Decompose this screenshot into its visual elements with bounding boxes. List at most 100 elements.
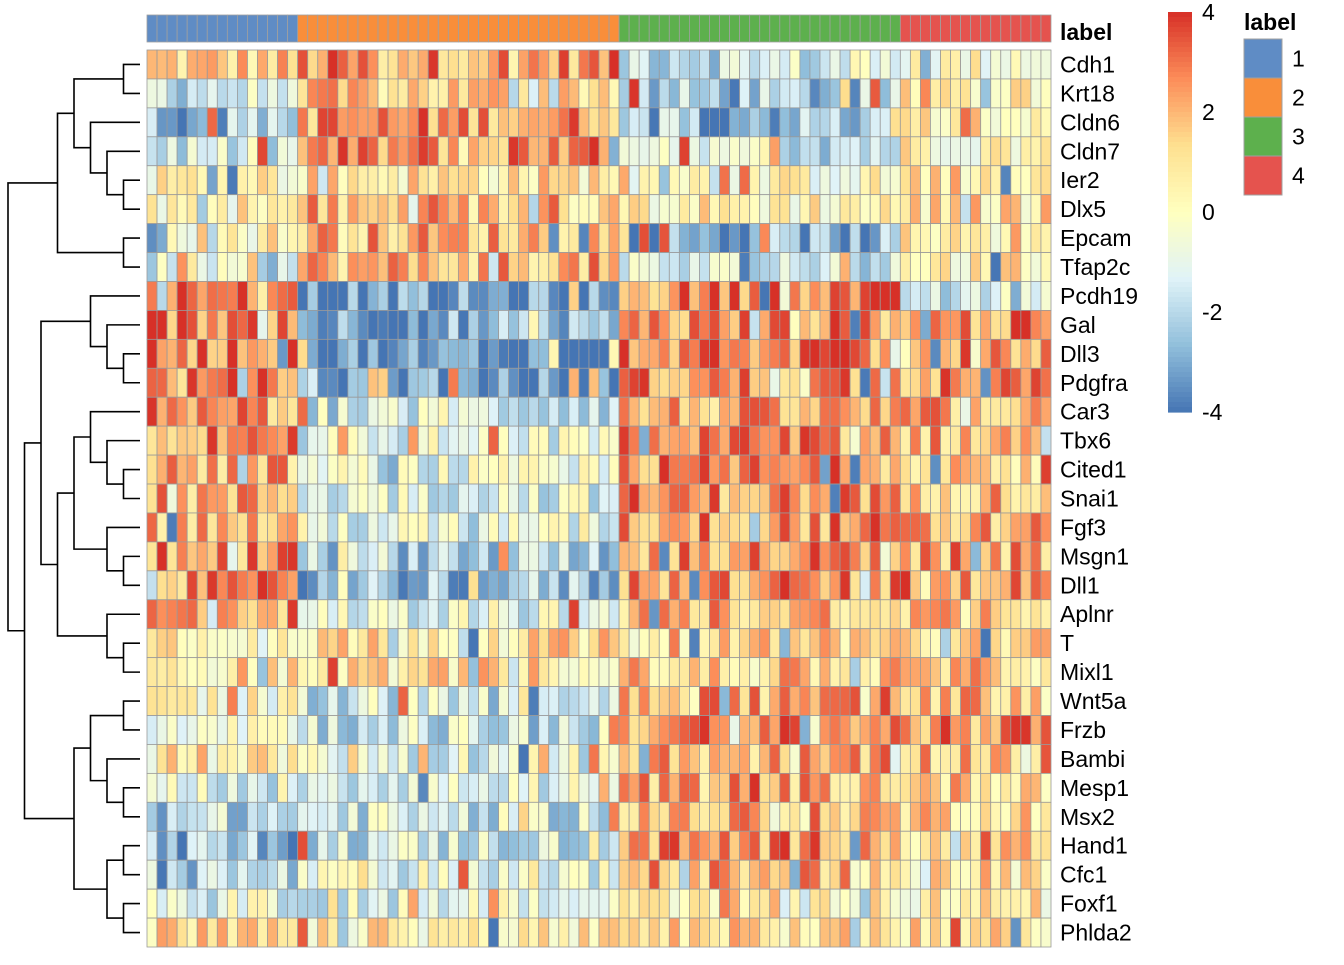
heatmap-cell (940, 136, 951, 167)
heatmap-cell (678, 252, 690, 282)
heatmap-cell (920, 165, 931, 196)
heatmap-cell (809, 772, 821, 803)
heatmap-cell (427, 830, 439, 861)
heatmap-cell (247, 599, 258, 630)
color-scale-segment (1168, 87, 1192, 93)
heatmap-cell (146, 194, 158, 225)
heatmap-cell (668, 541, 680, 572)
heatmap-cell (317, 396, 329, 427)
heatmap-cell (216, 49, 228, 80)
heatmap-cell (598, 49, 610, 80)
heatmap-cell (1040, 136, 1052, 167)
heatmap-cell (819, 78, 831, 109)
heatmap-cell (759, 483, 771, 514)
heatmap-cell (960, 78, 972, 109)
heatmap-cell (468, 830, 479, 861)
heatmap-cell (1000, 570, 1012, 601)
heatmap-cell (327, 107, 339, 138)
heatmap-cell (578, 78, 590, 109)
heatmap-cell (1010, 78, 1022, 109)
color-scale-segment (1168, 192, 1192, 198)
annotation-cell (699, 14, 710, 43)
heatmap-cell (287, 715, 299, 745)
heatmap-cell (247, 425, 258, 456)
heatmap-cell (578, 281, 590, 311)
heatmap-cell (387, 512, 399, 543)
heatmap-cell (658, 136, 670, 167)
heatmap-cell (899, 541, 911, 572)
heatmap-cell (1010, 425, 1022, 456)
heatmap-cell (397, 136, 409, 167)
heatmap-cell (970, 367, 982, 398)
heatmap-cell (668, 425, 680, 456)
heatmap-cell (699, 49, 710, 80)
heatmap-cell (387, 744, 399, 774)
heatmap-cell (437, 686, 449, 716)
heatmap-cell (357, 512, 369, 543)
heatmap-cell (940, 917, 951, 948)
heatmap-cell (980, 252, 992, 282)
heatmap-cell (287, 223, 299, 253)
heatmap-cell (930, 281, 941, 311)
annotation-cell (498, 14, 509, 43)
heatmap-cell (287, 570, 299, 601)
gene-label: Aplnr (1060, 601, 1114, 627)
heatmap-cell (729, 830, 741, 861)
annotation-cell (437, 14, 449, 43)
heatmap-cell (638, 338, 650, 369)
heatmap-cell (166, 396, 178, 427)
heatmap-cell (769, 801, 781, 832)
heatmap-cell (407, 367, 419, 398)
heatmap-cell (829, 859, 841, 890)
heatmap-cell (980, 715, 992, 745)
dendrogram-branch (122, 353, 140, 384)
heatmap-cell (387, 136, 399, 167)
heatmap-cell (437, 657, 449, 687)
heatmap-cell (538, 715, 550, 745)
heatmap-cell (960, 917, 972, 948)
heatmap-cell (990, 483, 1002, 514)
heatmap-cell (859, 281, 871, 311)
heatmap-cell (548, 396, 560, 427)
heatmap-cell (297, 570, 309, 601)
heatmap-cell (799, 859, 811, 890)
heatmap-cell (277, 136, 289, 167)
heatmap-cell (719, 194, 730, 225)
heatmap-cell (889, 917, 901, 948)
heatmap-cell (879, 310, 891, 340)
heatmap-cell (267, 917, 278, 948)
heatmap-cell (779, 599, 791, 630)
heatmap-cell (387, 917, 399, 948)
heatmap-cell (468, 686, 479, 716)
heatmap-cell (909, 657, 921, 687)
heatmap-cell (558, 628, 570, 659)
heatmap-cell (226, 338, 238, 369)
heatmap-cell (558, 801, 570, 832)
color-scale-segment (1168, 107, 1192, 113)
heatmap-cell (468, 310, 479, 340)
heatmap-cell (317, 628, 329, 659)
heatmap-cell (909, 801, 921, 832)
heatmap-cell (357, 541, 369, 572)
heatmap-cell (337, 338, 349, 369)
heatmap-cell (839, 223, 851, 253)
heatmap-cell (1030, 599, 1042, 630)
heatmap-cell (387, 888, 399, 919)
heatmap-cell (307, 281, 319, 311)
heatmap-cell (407, 570, 419, 601)
heatmap-cell (889, 281, 901, 311)
heatmap-cell (156, 888, 168, 919)
heatmap-cell (468, 136, 479, 167)
heatmap-cell (186, 744, 198, 774)
heatmap-cell (277, 310, 289, 340)
heatmap-cell (719, 830, 730, 861)
heatmap-cell (518, 483, 530, 514)
annotation-cell (1030, 14, 1042, 43)
heatmap-cell (357, 859, 369, 890)
heatmap-cell (668, 657, 680, 687)
heatmap-cell (638, 628, 650, 659)
heatmap-cell (307, 599, 319, 630)
heatmap-cell (869, 338, 881, 369)
heatmap-cell (206, 338, 218, 369)
